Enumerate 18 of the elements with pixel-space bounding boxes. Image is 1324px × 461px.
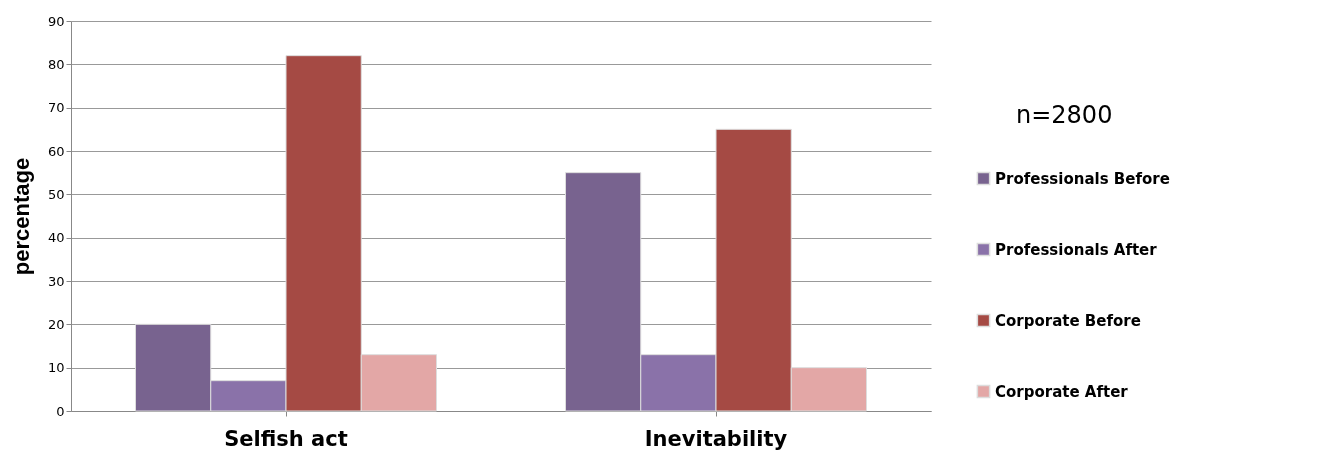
y-tick-label: 20 bbox=[47, 316, 65, 332]
y-tick-label: 0 bbox=[56, 403, 65, 419]
text: n=2800 bbox=[1016, 101, 1113, 129]
y-tick-label: 40 bbox=[47, 230, 65, 246]
legend-label: Professionals After bbox=[995, 240, 1158, 259]
y-tick-label: 60 bbox=[47, 143, 65, 159]
y-tick-label: 80 bbox=[47, 56, 65, 72]
y-tick-label: 30 bbox=[47, 273, 65, 289]
y-axis-title: percentage bbox=[8, 157, 34, 276]
x-tick-label: Selfish act bbox=[224, 426, 348, 451]
y-tick-label: 90 bbox=[47, 13, 65, 29]
y-tick-label: 50 bbox=[47, 186, 65, 202]
legend-label: Professionals Before bbox=[995, 169, 1170, 188]
x-tick-label: Inevitability bbox=[644, 426, 788, 451]
y-tick-label: 70 bbox=[47, 100, 65, 116]
legend-label: Corporate After bbox=[995, 382, 1129, 401]
legend-label: Corporate Before bbox=[995, 311, 1141, 330]
y-tick-label: 10 bbox=[47, 360, 65, 376]
